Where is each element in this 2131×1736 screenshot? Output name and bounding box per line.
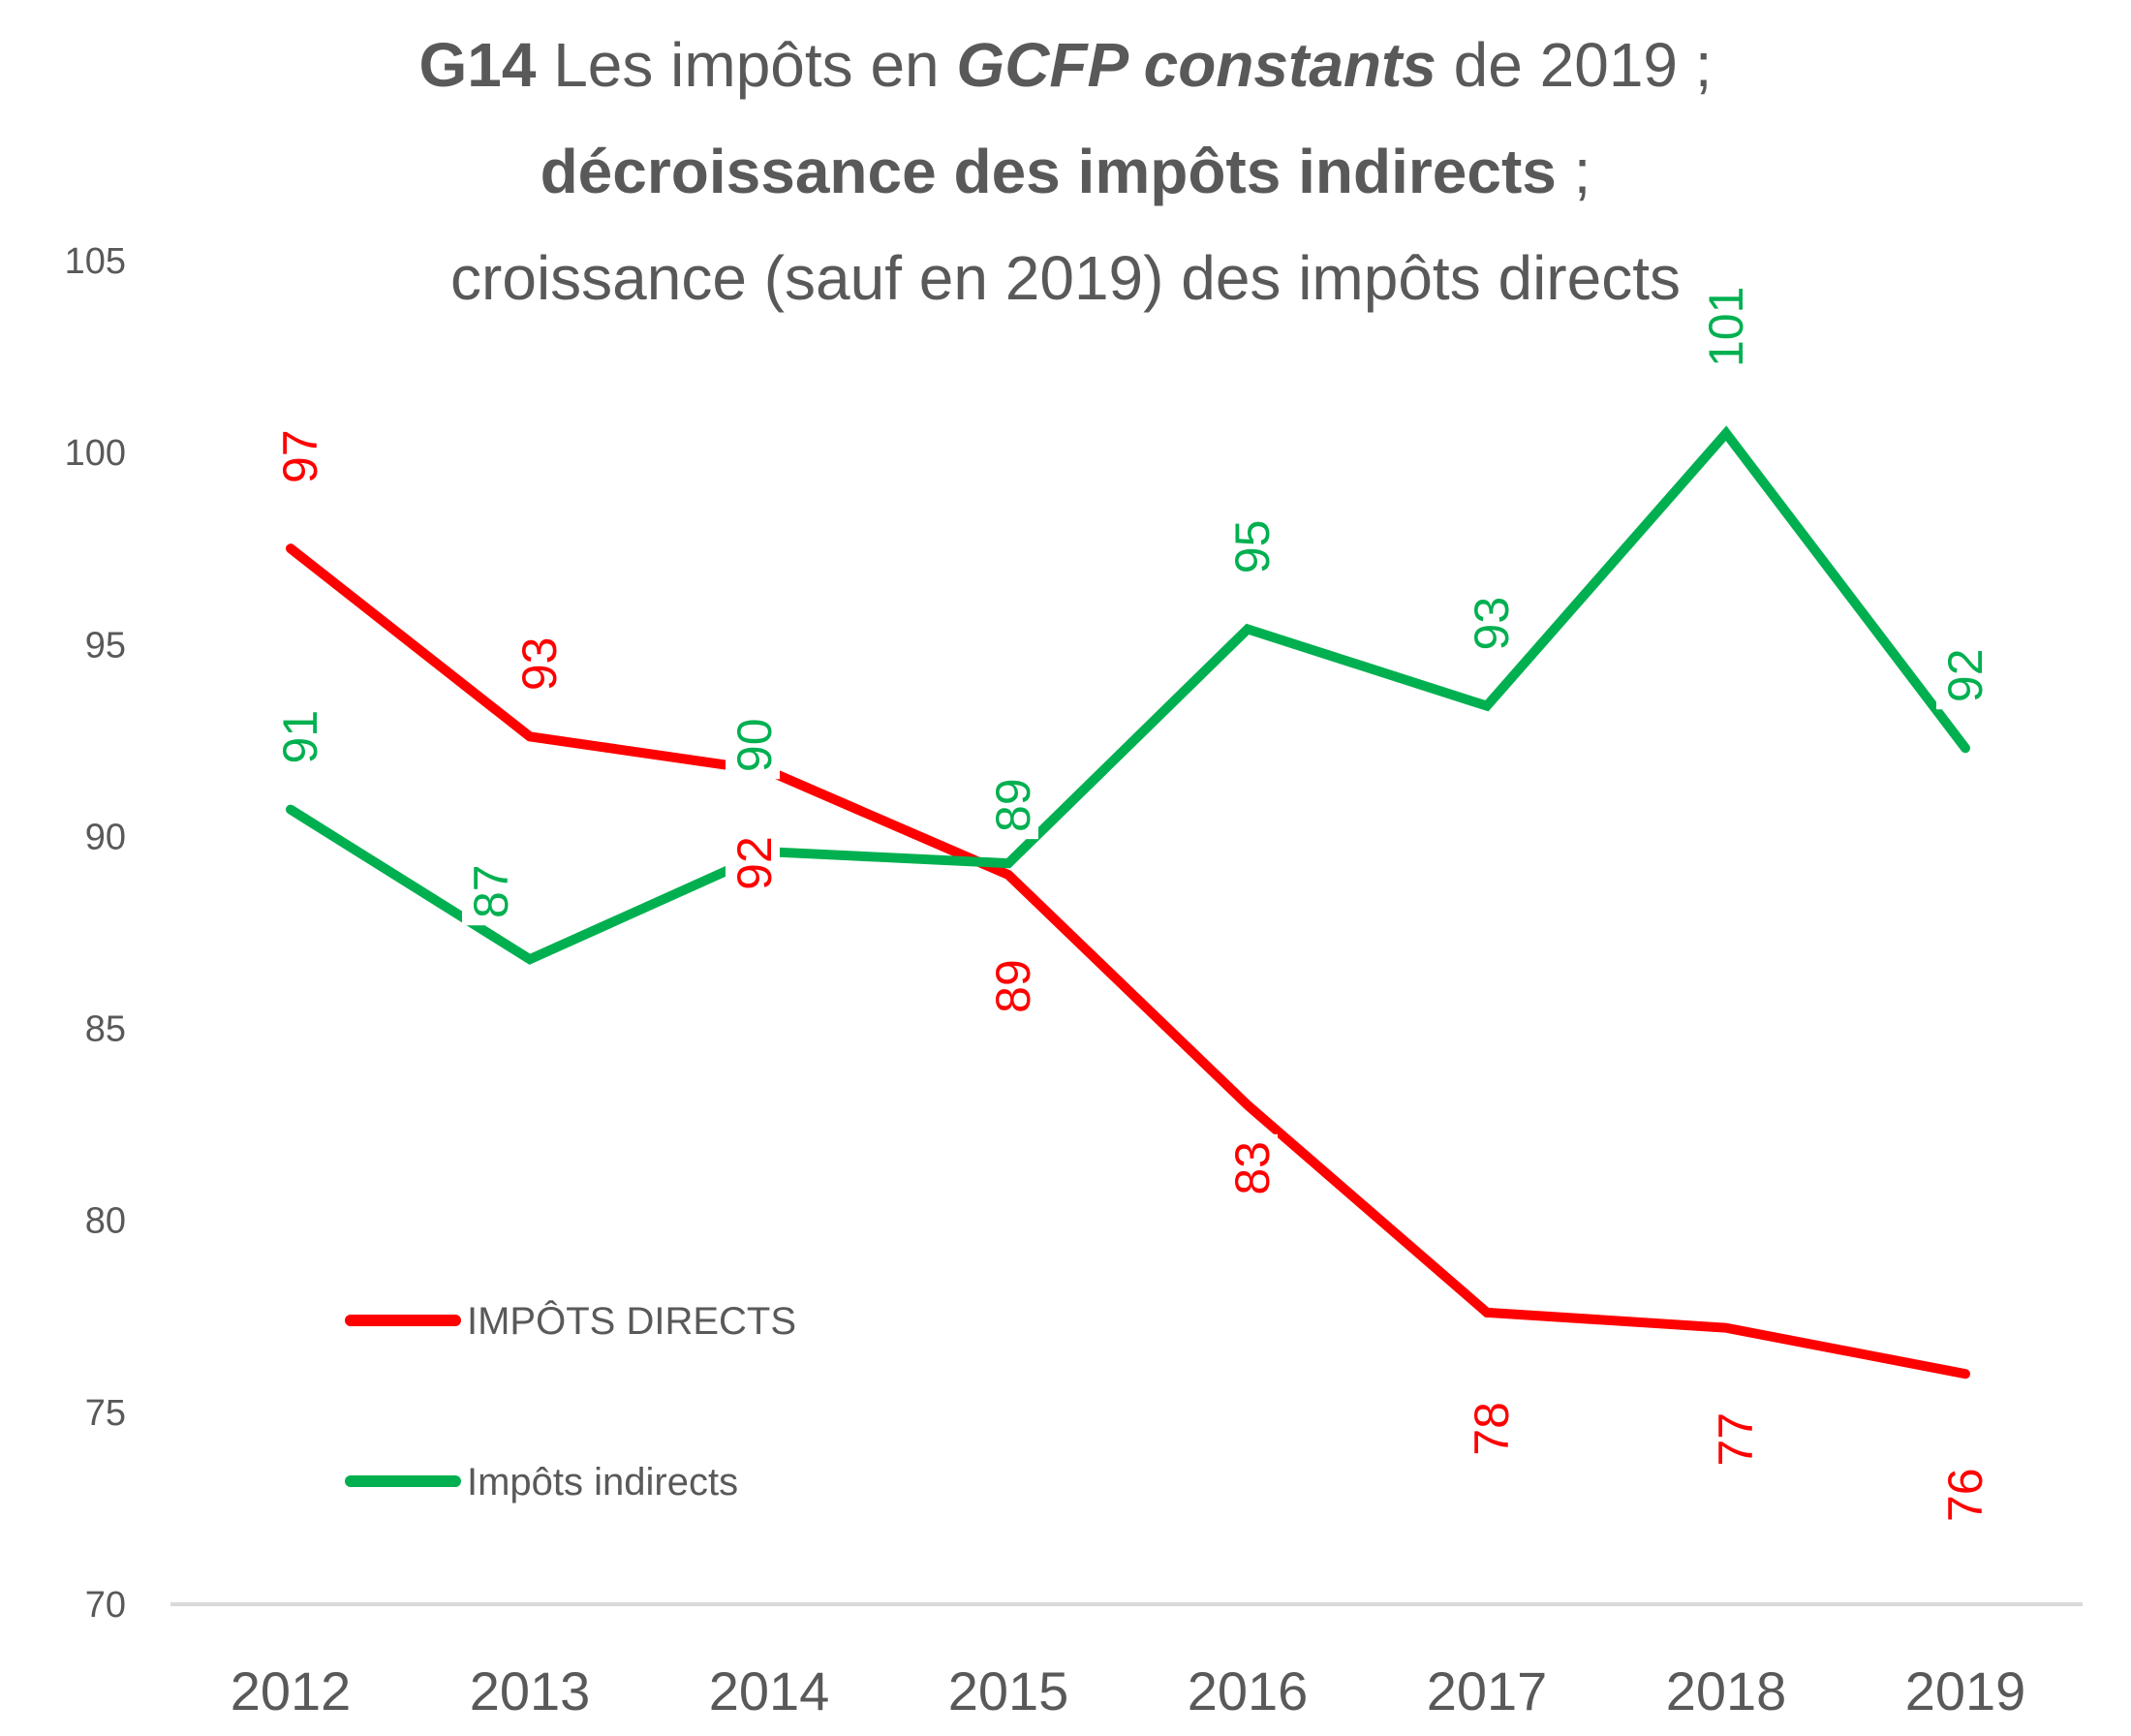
data-label: 76 — [1936, 1461, 1992, 1530]
data-label-text: 95 — [1225, 520, 1280, 574]
data-label: 91 — [271, 702, 327, 771]
data-label-text: 92 — [727, 836, 782, 890]
data-label-bg — [1707, 1405, 1761, 1473]
data-label: 83 — [1223, 1133, 1280, 1202]
series-lines — [286, 425, 1970, 1380]
data-label: 95 — [1223, 512, 1280, 581]
x-tick-label: 2015 — [948, 1660, 1069, 1721]
y-tick-label: 75 — [85, 1393, 126, 1434]
x-tick-label: 2019 — [1905, 1660, 2026, 1721]
data-label-text: 90 — [727, 718, 782, 772]
data-label-text: 87 — [464, 864, 518, 918]
data-label-text: 92 — [1938, 648, 1992, 702]
data-label: 101 — [1697, 279, 1753, 375]
y-tick-label: 90 — [85, 817, 126, 857]
title-text-emphasis: GCFP constants — [956, 30, 1436, 100]
data-label: 90 — [726, 711, 782, 780]
data-label: 92 — [1936, 641, 1992, 710]
data-label: 92 — [726, 829, 782, 898]
data-label-bg — [984, 952, 1038, 1021]
data-label-text: 93 — [1465, 597, 1519, 651]
data-labels: 97 93 92 89 83 78 77 76 91 87 90 89 95 93 101 92 — [271, 279, 1992, 1530]
data-label-bg — [1223, 512, 1278, 581]
title-line2-end: ; — [1556, 137, 1591, 206]
legend: IMPÔTS DIRECTS Impôts indirects — [345, 1299, 796, 1504]
data-label-text: 76 — [1938, 1468, 1992, 1522]
data-label-text: 78 — [1465, 1402, 1519, 1456]
data-label: 89 — [984, 952, 1040, 1021]
x-axis-ticks: 2012 2013 2014 2015 2016 2017 2018 2019 — [231, 1660, 2026, 1721]
data-label-bg — [1463, 1394, 1517, 1463]
x-tick-label: 2014 — [709, 1660, 830, 1721]
data-label: 77 — [1707, 1405, 1763, 1473]
data-label-bg — [1936, 641, 1991, 710]
legend-label: IMPÔTS DIRECTS — [467, 1299, 796, 1343]
chart-title-line-1: G14 Les impôts en GCFP constants de 2019… — [0, 12, 2131, 118]
data-label: 93 — [1463, 589, 1519, 658]
data-label-text: 89 — [986, 778, 1040, 832]
title-text-a: Les impôts en — [536, 30, 957, 100]
data-label-text: 101 — [1699, 287, 1753, 367]
data-label-bg — [271, 702, 325, 771]
legend-label: Impôts indirects — [467, 1461, 738, 1504]
y-tick-label: 105 — [65, 241, 126, 282]
data-label: 87 — [462, 857, 518, 926]
data-label: 93 — [510, 630, 567, 698]
data-label-text: 89 — [986, 959, 1040, 1013]
data-label-text: 77 — [1709, 1412, 1763, 1467]
x-tick-label: 2018 — [1666, 1660, 1787, 1721]
chart-title-line-3: croissance (sauf en 2019) des impôts dir… — [450, 243, 1681, 313]
data-label-bg — [462, 857, 516, 926]
x-tick-label: 2017 — [1427, 1660, 1548, 1721]
y-tick-label: 85 — [85, 1009, 126, 1050]
data-label-bg — [1697, 279, 1751, 375]
y-axis-ticks: 70 75 80 85 90 95 100 105 — [65, 241, 126, 1626]
data-label-text: 91 — [273, 710, 327, 764]
data-label-bg — [984, 771, 1038, 840]
data-label-bg — [1936, 1461, 1991, 1530]
data-label-bg — [271, 422, 325, 491]
data-label-bg — [510, 630, 565, 698]
data-label-text: 83 — [1225, 1141, 1280, 1195]
x-tick-label: 2013 — [470, 1660, 591, 1721]
x-tick-label: 2012 — [231, 1660, 352, 1721]
title-prefix: G14 — [418, 30, 537, 100]
data-label-text: 97 — [273, 429, 327, 483]
data-label: 78 — [1463, 1394, 1519, 1463]
y-tick-label: 100 — [65, 433, 126, 474]
data-label: 97 — [271, 422, 327, 491]
chart-title-line-2: décroissance des impôts indirects ; — [0, 118, 2131, 225]
title-line2-bold: décroissance des impôts indirects — [540, 137, 1557, 206]
x-tick-label: 2016 — [1188, 1660, 1309, 1721]
data-label-bg — [726, 711, 780, 780]
y-tick-label: 80 — [85, 1201, 126, 1242]
data-label-bg — [726, 829, 780, 898]
data-label-bg — [1223, 1133, 1278, 1202]
series-line-impots-directs — [286, 543, 1970, 1380]
series-line-impots-indirects — [286, 425, 1970, 965]
data-label-bg — [1463, 589, 1517, 658]
data-label-text: 93 — [512, 637, 567, 692]
y-tick-label: 70 — [85, 1585, 126, 1626]
title-text-c: de 2019 ; — [1436, 30, 1713, 100]
y-tick-label: 95 — [85, 625, 126, 666]
data-label: 89 — [984, 771, 1040, 840]
